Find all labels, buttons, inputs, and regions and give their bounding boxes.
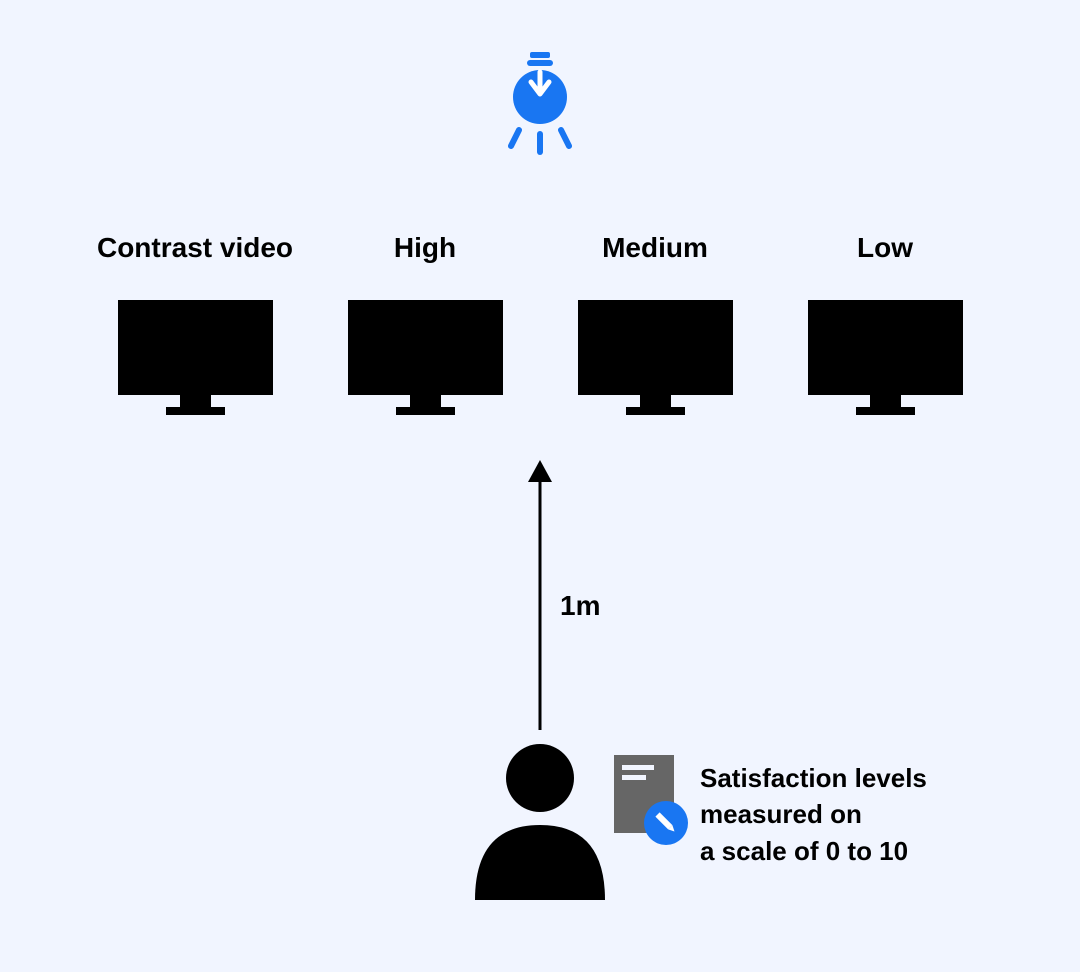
- notepad-edit-icon: [614, 755, 694, 860]
- satisfaction-line: Satisfaction levels: [700, 760, 1020, 796]
- monitor-icon: [770, 300, 1000, 420]
- monitor-icon: [80, 300, 310, 420]
- monitor-icon: [310, 300, 540, 420]
- distance-arrow-icon: [520, 460, 560, 735]
- monitors-row: [0, 300, 1080, 420]
- monitor-label: Contrast video: [80, 232, 310, 264]
- monitor-label: Medium: [540, 232, 770, 264]
- monitor-labels-row: Contrast video High Medium Low: [0, 232, 1080, 264]
- satisfaction-line: a scale of 0 to 10: [700, 833, 1020, 869]
- monitor-label: Low: [770, 232, 1000, 264]
- monitor-icon: [540, 300, 770, 420]
- distance-label: 1m: [560, 590, 600, 622]
- lightbulb-icon: [495, 52, 585, 177]
- satisfaction-description: Satisfaction levels measured on a scale …: [700, 760, 1020, 869]
- monitor-label: High: [310, 232, 540, 264]
- satisfaction-line: measured on: [700, 796, 1020, 832]
- person-icon: [475, 740, 605, 905]
